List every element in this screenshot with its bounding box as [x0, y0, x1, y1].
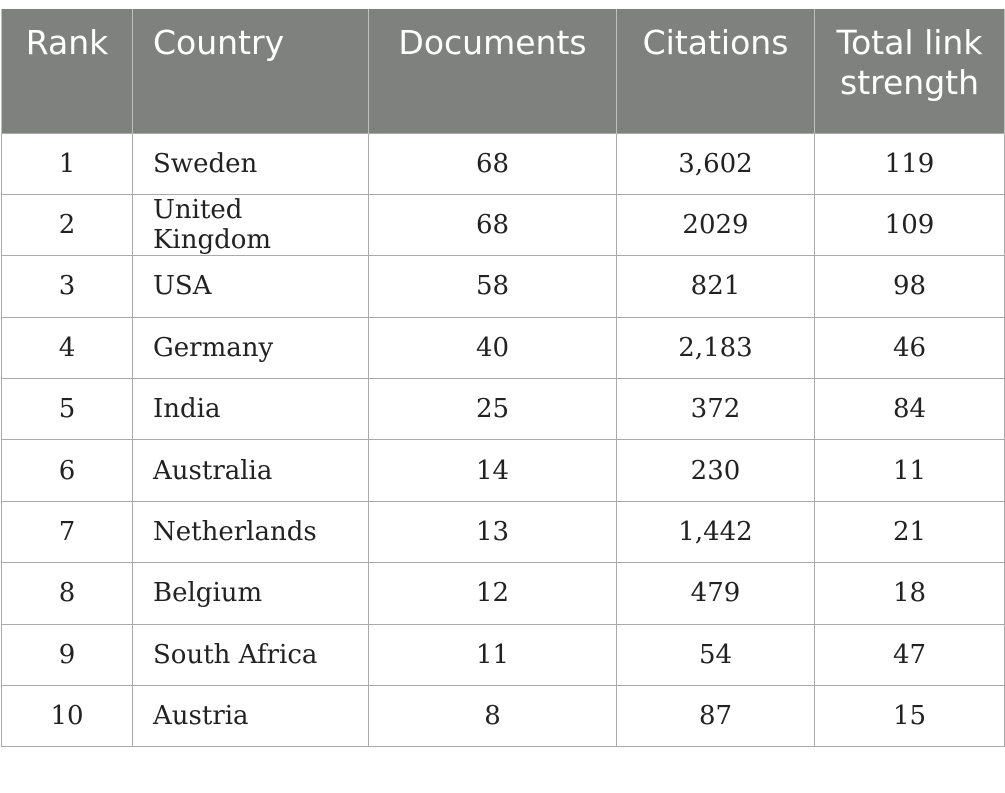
header-citations: Citations	[616, 9, 815, 133]
cell-documents: 14	[368, 439, 617, 502]
cell-country: Belgium	[132, 562, 369, 625]
cell-rank: 2	[1, 193, 133, 257]
cell-country: Austria	[132, 685, 369, 748]
cell-citations: 2029	[616, 193, 815, 257]
cell-total-link-strength: 46	[814, 316, 1005, 380]
cell-rank: 9	[1, 623, 133, 687]
cell-rank: 10	[1, 685, 133, 748]
table-row: 4 Germany 40 2,183 46	[1, 316, 1005, 380]
cell-documents: 68	[368, 132, 617, 195]
cell-documents: 13	[368, 500, 617, 564]
cell-citations: 821	[616, 255, 815, 318]
cell-rank: 5	[1, 378, 133, 441]
cell-total-link-strength: 47	[814, 623, 1005, 687]
header-documents: Documents	[368, 9, 617, 133]
cell-citations: 2,183	[616, 316, 815, 380]
table-container: Rank Country Documents Citations Total l…	[0, 9, 1005, 748]
header-total-link-strength: Total link strength	[814, 9, 1005, 133]
header-rank: Rank	[1, 9, 133, 133]
cell-documents: 58	[368, 255, 617, 318]
cell-citations: 87	[616, 685, 815, 748]
cell-citations: 479	[616, 562, 815, 625]
table-row: 2 United Kingdom 68 2029 109	[1, 193, 1005, 257]
cell-country: India	[132, 378, 369, 441]
cell-country: Sweden	[132, 132, 369, 195]
cell-documents: 68	[368, 193, 617, 257]
header-row: Rank Country Documents Citations Total l…	[1, 9, 1005, 133]
cell-total-link-strength: 84	[814, 378, 1005, 441]
cell-documents: 25	[368, 378, 617, 441]
cell-rank: 3	[1, 255, 133, 318]
cell-documents: 12	[368, 562, 617, 625]
cell-citations: 54	[616, 623, 815, 687]
cell-country: United Kingdom	[132, 193, 369, 257]
cell-rank: 1	[1, 132, 133, 195]
cell-citations: 230	[616, 439, 815, 502]
table-row: 6 Australia 14 230 11	[1, 439, 1005, 502]
cell-total-link-strength: 21	[814, 500, 1005, 564]
cell-country: Australia	[132, 439, 369, 502]
cell-total-link-strength: 109	[814, 193, 1005, 257]
table-row: 1 Sweden 68 3,602 119	[1, 132, 1005, 195]
cell-total-link-strength: 98	[814, 255, 1005, 318]
table-body: 1 Sweden 68 3,602 119 2 United Kingdom 68 2029 10…	[1, 132, 1005, 748]
table-row: 3 USA 58 821 98	[1, 255, 1005, 318]
cell-total-link-strength: 18	[814, 562, 1005, 625]
cell-total-link-strength: 119	[814, 132, 1005, 195]
cell-country: USA	[132, 255, 369, 318]
cell-documents: 11	[368, 623, 617, 687]
cell-citations: 1,442	[616, 500, 815, 564]
cell-country: South Africa	[132, 623, 369, 687]
cell-rank: 6	[1, 439, 133, 502]
cell-citations: 3,602	[616, 132, 815, 195]
cell-documents: 8	[368, 685, 617, 748]
table-row: 7 Netherlands 13 1,442 21	[1, 500, 1005, 564]
cell-rank: 4	[1, 316, 133, 380]
header-country: Country	[132, 9, 369, 133]
table-row: 10 Austria 8 87 15	[1, 685, 1005, 748]
cell-rank: 8	[1, 562, 133, 625]
country-ranking-table: Rank Country Documents Citations Total l…	[1, 9, 1005, 748]
cell-country: Germany	[132, 316, 369, 380]
table-header: Rank Country Documents Citations Total l…	[1, 9, 1005, 133]
cell-documents: 40	[368, 316, 617, 380]
table-row: 8 Belgium 12 479 18	[1, 562, 1005, 625]
cell-total-link-strength: 15	[814, 685, 1005, 748]
cell-total-link-strength: 11	[814, 439, 1005, 502]
cell-citations: 372	[616, 378, 815, 441]
table-row: 5 India 25 372 84	[1, 378, 1005, 441]
cell-country: Netherlands	[132, 500, 369, 564]
cell-rank: 7	[1, 500, 133, 564]
table-row: 9 South Africa 11 54 47	[1, 623, 1005, 687]
